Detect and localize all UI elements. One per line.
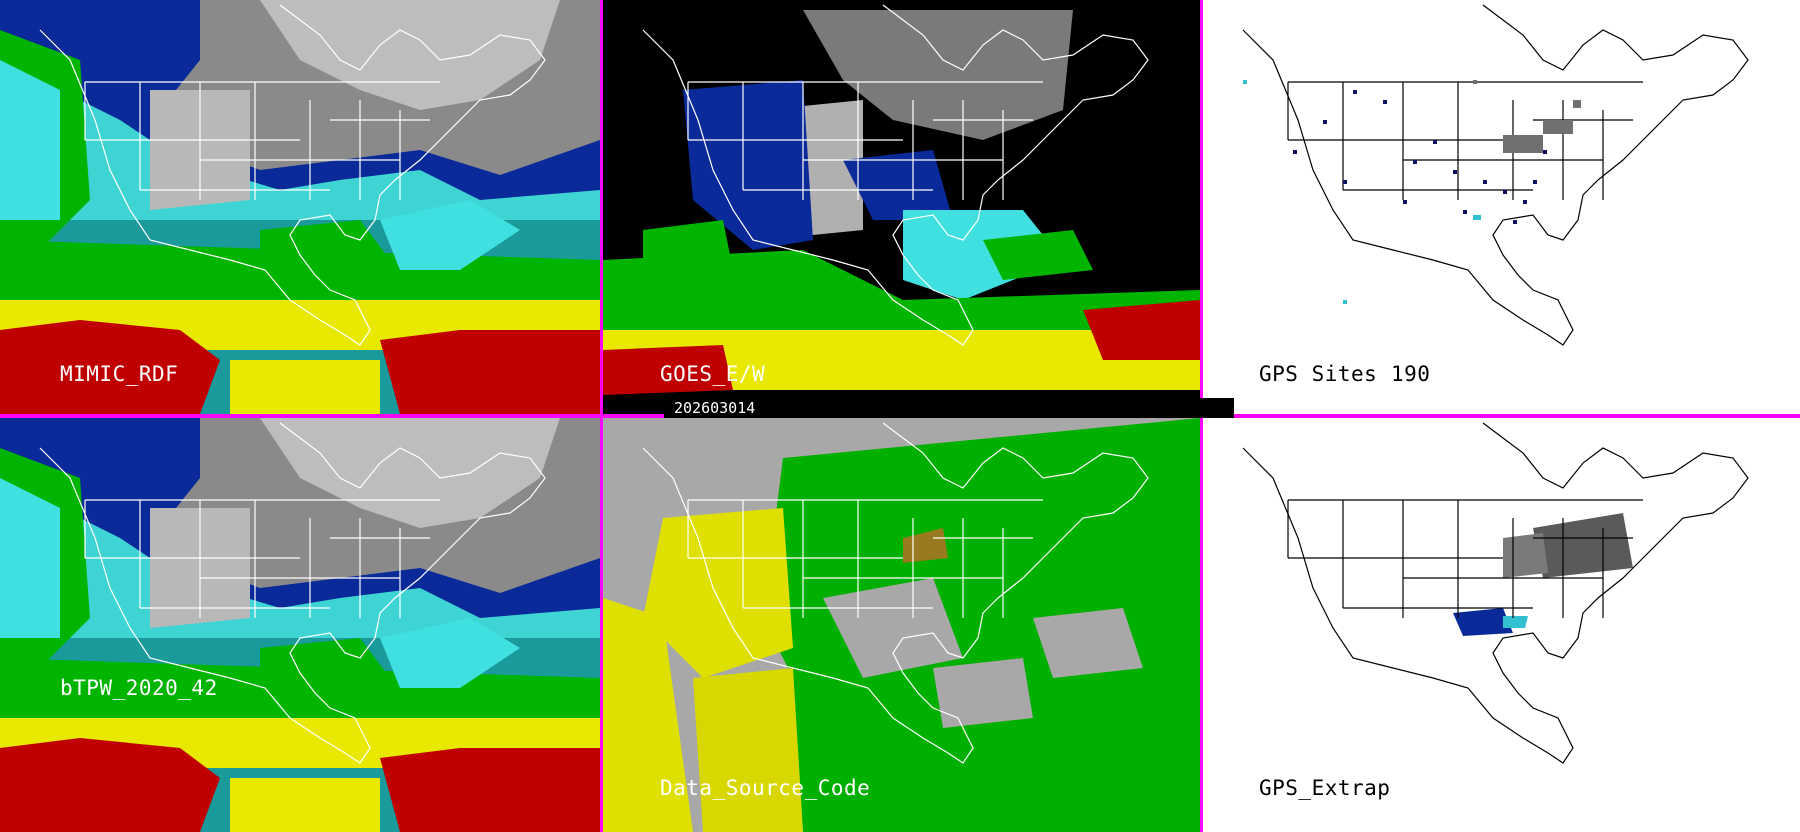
- gps-site-count: 190: [1391, 362, 1431, 386]
- panel-label: Data_Source_Code: [660, 776, 871, 800]
- panel-label: MIMIC_RDF: [60, 362, 179, 386]
- panel-gps-sites: GPS Sites 190: [1203, 0, 1800, 414]
- gps-site-markers-gray: [1473, 80, 1581, 153]
- panel-data-source-code: Data_Source_Code: [603, 418, 1200, 832]
- tpw-map-btpw: [0, 418, 600, 832]
- gps-extrap-map: [1242, 422, 1749, 764]
- panel-btpw: bTPW_2020_42: [0, 418, 600, 832]
- panel-gps-extrap: GPS_Extrap: [1203, 418, 1800, 832]
- panel-goes-ew: GOES_E/W: [603, 0, 1200, 414]
- divider-vertical-left: [600, 0, 603, 832]
- tpw-map-goes: [603, 4, 1200, 395]
- panel-label: GPS_Extrap: [1259, 776, 1391, 800]
- data-source-map: [603, 418, 1200, 832]
- tpw-map-mimic: [0, 0, 600, 414]
- timestamp-bar: 202603014: [664, 398, 1234, 418]
- gps-sites-map: [1242, 4, 1749, 346]
- panel-label: bTPW_2020_42: [60, 676, 218, 700]
- gps-site-markers: [1293, 90, 1547, 224]
- panel-label: GPS Sites: [1259, 362, 1378, 386]
- panel-label: GOES_E/W: [660, 362, 766, 386]
- panel-mimic-rdf: MIMIC_RDF: [0, 0, 600, 414]
